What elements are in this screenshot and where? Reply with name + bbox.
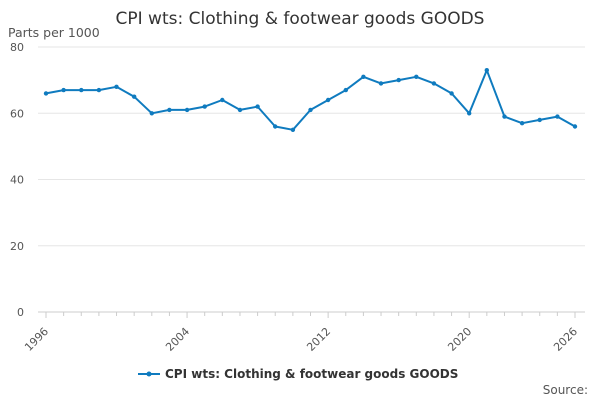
data-point[interactable]: [220, 97, 225, 103]
data-point[interactable]: [255, 104, 260, 109]
legend-label: CPI wts: Clothing & footwear goods GOODS: [165, 367, 458, 381]
data-point[interactable]: [325, 97, 331, 103]
data-point[interactable]: [467, 111, 472, 116]
series-line: [45, 69, 576, 131]
series-layer: [43, 68, 578, 132]
x-tick-labels: 1996 2004 2012 2020 2026: [22, 312, 580, 354]
x-tick-label: 2004: [163, 325, 192, 354]
y-tick-label: 0: [17, 306, 24, 319]
y-tick-label: 20: [10, 240, 24, 253]
legend[interactable]: CPI wts: Clothing & footwear goods GOODS: [138, 367, 458, 381]
x-tick-label: 2026: [551, 325, 580, 354]
data-point[interactable]: [273, 124, 278, 129]
data-point[interactable]: [449, 91, 454, 96]
data-point[interactable]: [202, 104, 207, 109]
data-point[interactable]: [61, 87, 66, 93]
data-point[interactable]: [537, 117, 542, 123]
x-tick-label: 2012: [304, 325, 333, 354]
y-tick-labels: 0 20 40 60 80: [10, 41, 24, 319]
data-point[interactable]: [343, 87, 348, 93]
data-point[interactable]: [43, 91, 49, 96]
data-point[interactable]: [361, 74, 366, 80]
data-point[interactable]: [79, 87, 84, 93]
grid: [38, 46, 585, 313]
data-point[interactable]: [484, 68, 489, 73]
data-point[interactable]: [308, 107, 313, 113]
data-point[interactable]: [396, 77, 401, 83]
data-point[interactable]: [149, 111, 154, 116]
data-point[interactable]: [555, 114, 560, 119]
data-point[interactable]: [114, 84, 119, 90]
data-point[interactable]: [237, 107, 243, 113]
y-axis-label: Parts per 1000: [8, 25, 100, 40]
data-point[interactable]: [290, 127, 296, 132]
data-point[interactable]: [167, 107, 172, 113]
y-tick-label: 60: [10, 107, 24, 120]
data-point[interactable]: [502, 114, 507, 119]
source-label: Source:: [543, 383, 588, 397]
data-point[interactable]: [184, 107, 190, 113]
data-point[interactable]: [132, 94, 137, 99]
y-tick-label: 80: [10, 41, 24, 54]
data-point[interactable]: [96, 87, 102, 93]
data-point[interactable]: [378, 81, 384, 86]
data-point[interactable]: [572, 124, 578, 129]
x-tick-label: 1996: [22, 325, 51, 354]
data-point[interactable]: [414, 74, 419, 80]
chart-title: CPI wts: Clothing & footwear goods GOODS: [116, 9, 485, 29]
x-tick-label: 2020: [445, 325, 474, 354]
y-tick-label: 40: [10, 174, 24, 187]
legend-swatch-marker: [146, 371, 152, 377]
data-point[interactable]: [519, 121, 525, 126]
data-point[interactable]: [431, 81, 437, 86]
